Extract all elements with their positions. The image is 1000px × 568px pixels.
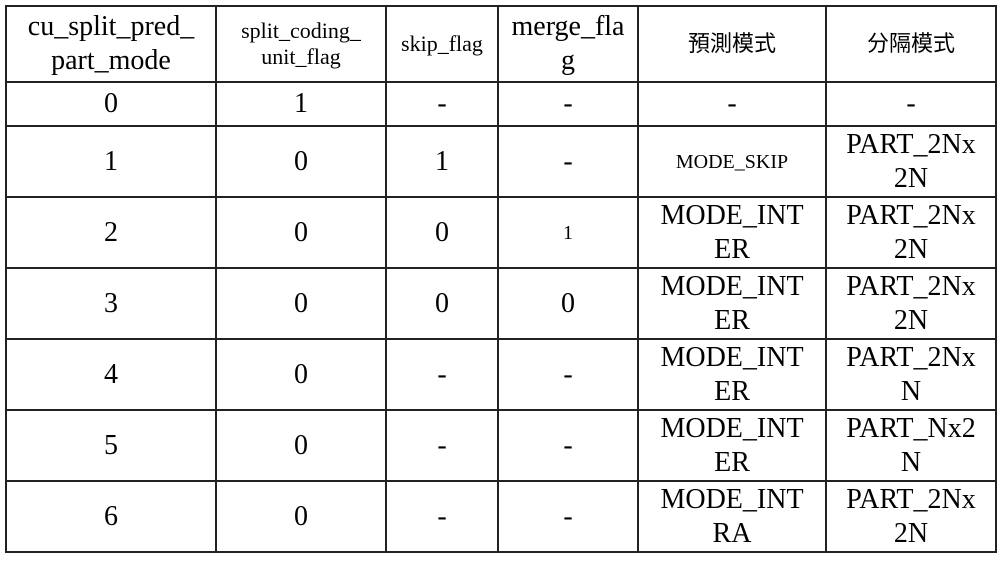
- mode-table: cu_split_pred_ part_mode split_coding_ u…: [5, 5, 997, 553]
- table-cell: 0: [386, 268, 498, 339]
- table-cell: 0: [216, 410, 386, 481]
- table-cell: MODE_SKIP: [638, 126, 826, 197]
- table-cell: 5: [6, 410, 216, 481]
- table-cell: -: [498, 481, 638, 552]
- table-row: 2001MODE_INT ERPART_2Nx 2N: [6, 197, 996, 268]
- table-row: 101-MODE_SKIPPART_2Nx 2N: [6, 126, 996, 197]
- table-cell: 4: [6, 339, 216, 410]
- table-cell: -: [386, 410, 498, 481]
- table-cell: MODE_INT ER: [638, 339, 826, 410]
- table-cell: 0: [216, 197, 386, 268]
- table-cell: -: [386, 481, 498, 552]
- table-cell: PART_2Nx 2N: [826, 268, 996, 339]
- header-cell: merge_fla g: [498, 6, 638, 82]
- table-cell: 6: [6, 481, 216, 552]
- header-row: cu_split_pred_ part_mode split_coding_ u…: [6, 6, 996, 82]
- table-cell: PART_2Nx 2N: [826, 481, 996, 552]
- header-cell: 分隔模式: [826, 6, 996, 82]
- table-cell: 0: [216, 481, 386, 552]
- table-cell: MODE_INT ER: [638, 410, 826, 481]
- table-cell: 1: [498, 197, 638, 268]
- table-cell: 1: [6, 126, 216, 197]
- table-cell: -: [638, 82, 826, 126]
- table-cell: 3: [6, 268, 216, 339]
- header-cell: skip_flag: [386, 6, 498, 82]
- table-cell: 0: [6, 82, 216, 126]
- table-cell: -: [498, 126, 638, 197]
- table-cell: -: [498, 82, 638, 126]
- table-cell: 1: [216, 82, 386, 126]
- header-cell: 預測模式: [638, 6, 826, 82]
- table-row: 40--MODE_INT ERPART_2Nx N: [6, 339, 996, 410]
- table-cell: MODE_INT ER: [638, 268, 826, 339]
- table-cell: -: [386, 82, 498, 126]
- table-cell: PART_2Nx 2N: [826, 197, 996, 268]
- table-cell: -: [386, 339, 498, 410]
- table-cell: 0: [498, 268, 638, 339]
- table-cell: -: [498, 339, 638, 410]
- table-cell: PART_2Nx N: [826, 339, 996, 410]
- table-cell: 1: [386, 126, 498, 197]
- table-row: 3000MODE_INT ERPART_2Nx 2N: [6, 268, 996, 339]
- table-cell: 0: [216, 339, 386, 410]
- table-cell: 0: [386, 197, 498, 268]
- table-cell: 0: [216, 268, 386, 339]
- table-row: 01----: [6, 82, 996, 126]
- table-cell: 0: [216, 126, 386, 197]
- header-cell: cu_split_pred_ part_mode: [6, 6, 216, 82]
- table-cell: 2: [6, 197, 216, 268]
- table-cell: PART_Nx2 N: [826, 410, 996, 481]
- header-cell: split_coding_ unit_flag: [216, 6, 386, 82]
- table-cell: MODE_INT RA: [638, 481, 826, 552]
- table-row: 60--MODE_INT RAPART_2Nx 2N: [6, 481, 996, 552]
- table-cell: MODE_INT ER: [638, 197, 826, 268]
- table-row: 50--MODE_INT ERPART_Nx2 N: [6, 410, 996, 481]
- table-cell: -: [826, 82, 996, 126]
- table-cell: PART_2Nx 2N: [826, 126, 996, 197]
- table-cell: -: [498, 410, 638, 481]
